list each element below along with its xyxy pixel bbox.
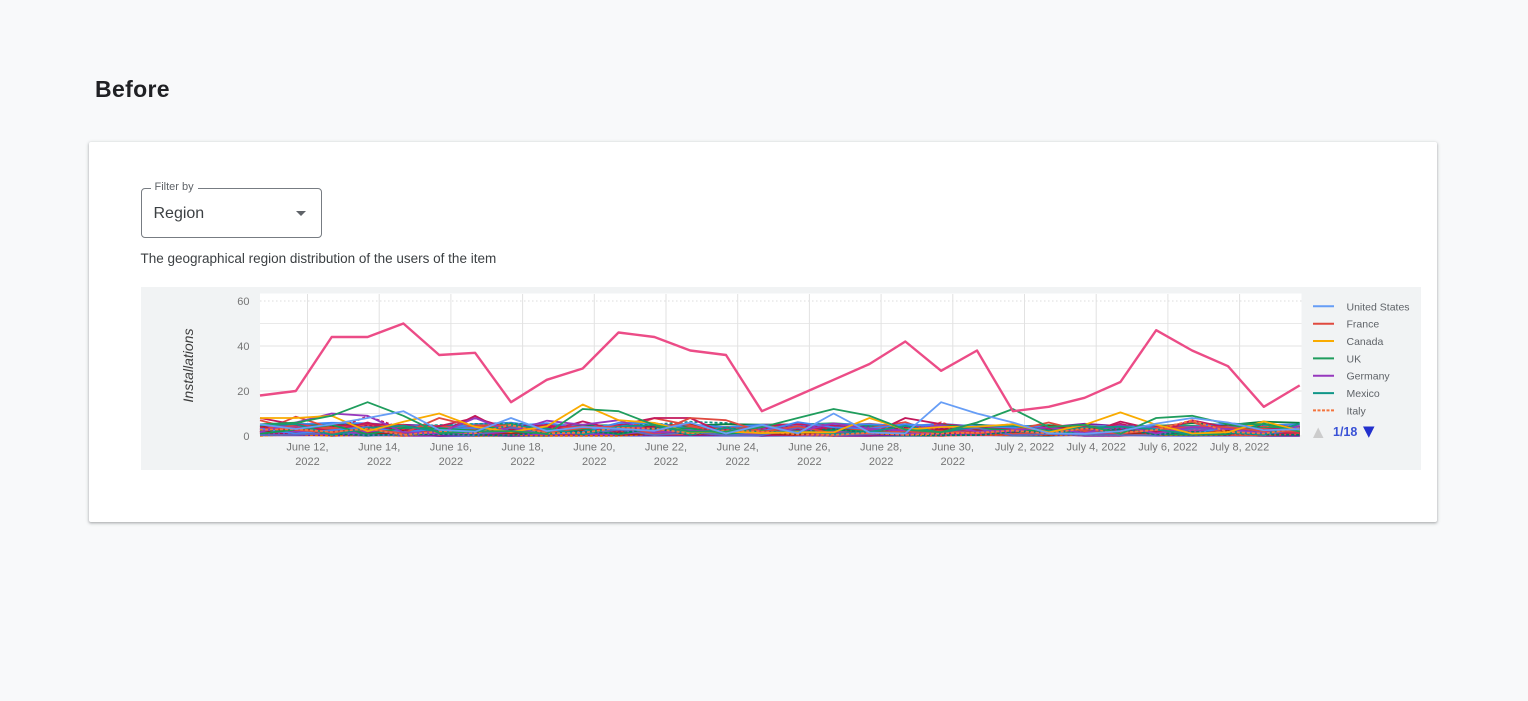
svg-text:60: 60 — [237, 296, 249, 308]
svg-text:June 30,2022: June 30, 2022 — [931, 442, 973, 469]
svg-text:July 6, 2022: July 6, 2022 — [1138, 442, 1197, 454]
svg-text:June 12,2022: June 12, 2022 — [286, 442, 328, 469]
svg-text:France: France — [1346, 319, 1379, 331]
svg-text:1/18: 1/18 — [1333, 425, 1357, 439]
svg-text:June 22,2022: June 22, 2022 — [644, 442, 686, 469]
svg-text:Germany: Germany — [1346, 371, 1390, 383]
svg-text:Mexico: Mexico — [1346, 388, 1379, 400]
svg-text:June 24,2022: June 24, 2022 — [716, 442, 758, 469]
svg-text:20: 20 — [237, 386, 249, 398]
svg-text:June 26,2022: June 26, 2022 — [788, 442, 830, 469]
svg-text:June 16,2022: June 16, 2022 — [429, 442, 471, 469]
svg-text:Italy: Italy — [1346, 405, 1366, 417]
svg-text:July 2, 2022: July 2, 2022 — [994, 442, 1053, 454]
svg-text:June 18,2022: June 18, 2022 — [501, 442, 543, 469]
svg-text:UK: UK — [1346, 353, 1361, 365]
svg-text:June 20,2022: June 20, 2022 — [573, 442, 615, 469]
svg-text:40: 40 — [237, 341, 249, 353]
svg-text:0: 0 — [243, 431, 249, 443]
svg-text:June 28,2022: June 28, 2022 — [859, 442, 901, 469]
svg-text:June 14,2022: June 14, 2022 — [358, 442, 400, 469]
svg-text:United States: United States — [1346, 301, 1409, 313]
svg-text:Canada: Canada — [1346, 336, 1383, 348]
svg-text:July 8, 2022: July 8, 2022 — [1209, 442, 1268, 454]
svg-text:July 4, 2022: July 4, 2022 — [1066, 442, 1125, 454]
svg-text:Installations: Installations — [180, 329, 196, 403]
